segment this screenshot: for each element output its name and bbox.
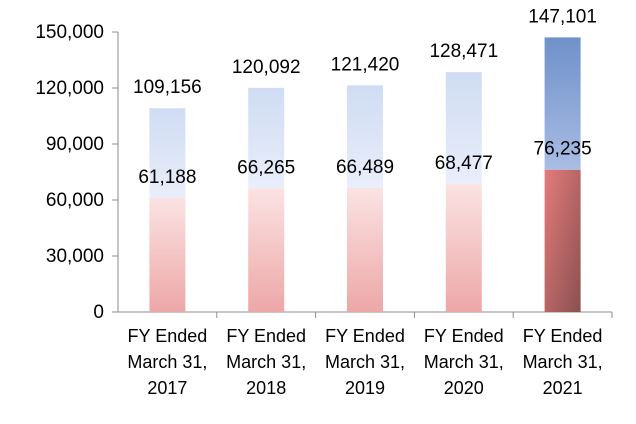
y-tick-label: 30,000 [46, 246, 104, 267]
y-tick-label: 60,000 [46, 190, 104, 211]
x-tick-label: March 31, [523, 352, 603, 372]
data-label-total: 128,471 [429, 41, 498, 62]
data-label-lower: 68,477 [435, 153, 493, 174]
y-axis-ticks: 0 30,000 60,000 90,000 120,000 150,000 [35, 22, 613, 323]
x-tick-label: March 31, [127, 352, 207, 372]
x-tick-label: 2021 [543, 378, 583, 398]
x-tick-label: 2017 [147, 378, 187, 398]
bars [149, 37, 581, 312]
x-tick-label: 2020 [444, 378, 484, 398]
data-label-lower: 66,489 [336, 157, 394, 178]
data-label-total: 109,156 [133, 77, 202, 98]
x-tick-label: March 31, [424, 352, 504, 372]
bar-segment-lower [347, 187, 383, 312]
bar-segment-upper [445, 72, 482, 185]
x-tick-label: FY Ended [226, 326, 306, 346]
data-labels: 61,188 109,156 66,265 120,092 66,489 121,420 6… [133, 6, 597, 187]
bar-segment-upper [248, 87, 285, 189]
data-label-lower: 76,235 [534, 139, 592, 160]
x-axis-labels: FY Ended March 31, 2017 FY Ended March 31, 20… [127, 326, 602, 398]
x-tick-label: FY Ended [523, 326, 603, 346]
x-tick-label: March 31, [325, 352, 405, 372]
data-label-lower: 61,188 [138, 167, 196, 188]
bar-segment-lower [248, 188, 285, 312]
data-label-total: 120,092 [232, 57, 301, 78]
y-tick-label: 90,000 [46, 134, 104, 155]
x-tick-label: March 31, [226, 352, 306, 372]
y-tick-label: 150,000 [35, 22, 104, 43]
x-tick-label: FY Ended [325, 326, 405, 346]
bar-segment-lower [445, 184, 482, 312]
bar-segment-lower [544, 169, 581, 312]
bar-segment-upper [149, 108, 186, 198]
y-tick-label: 120,000 [35, 78, 104, 99]
x-tick-label: FY Ended [424, 326, 504, 346]
bar-segment-upper [544, 37, 581, 170]
data-label-lower: 66,265 [237, 157, 295, 178]
bar-segment-lower [149, 197, 186, 312]
data-label-total: 147,101 [528, 6, 597, 27]
data-label-total: 121,420 [331, 54, 400, 75]
x-tick-label: FY Ended [128, 326, 208, 346]
x-tick-label: 2019 [345, 378, 385, 398]
bar-segment-upper [347, 85, 383, 188]
y-tick-label: 0 [93, 302, 104, 323]
x-tick-label: 2018 [246, 378, 286, 398]
